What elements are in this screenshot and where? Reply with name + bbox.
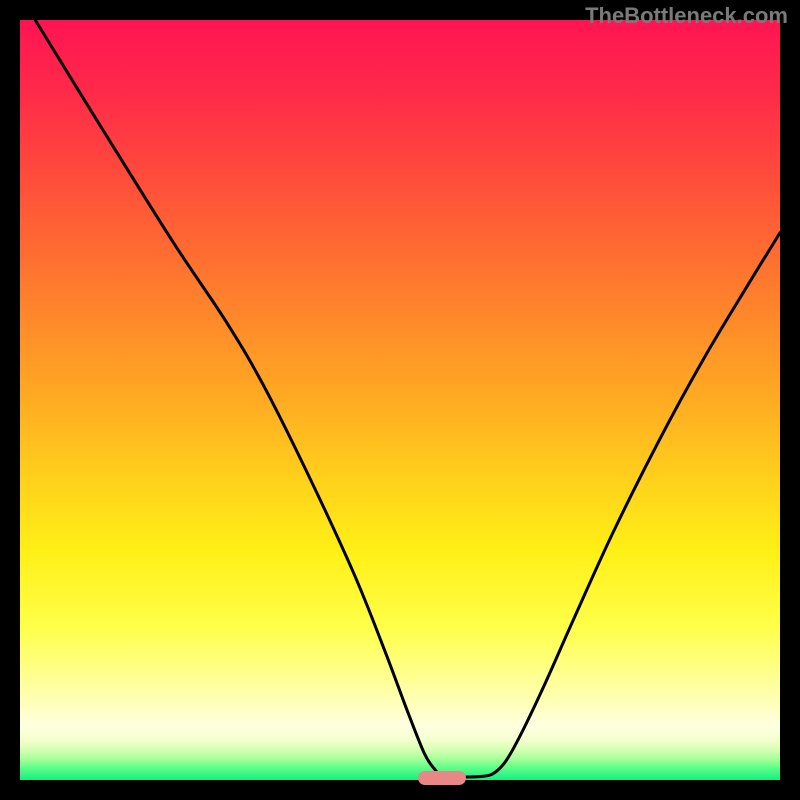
watermark-label: TheBottleneck.com xyxy=(585,3,788,29)
chart-frame: TheBottleneck.com xyxy=(0,0,800,800)
bottleneck-curve xyxy=(20,20,780,780)
optimal-marker xyxy=(418,771,466,785)
plot-area xyxy=(20,20,780,780)
